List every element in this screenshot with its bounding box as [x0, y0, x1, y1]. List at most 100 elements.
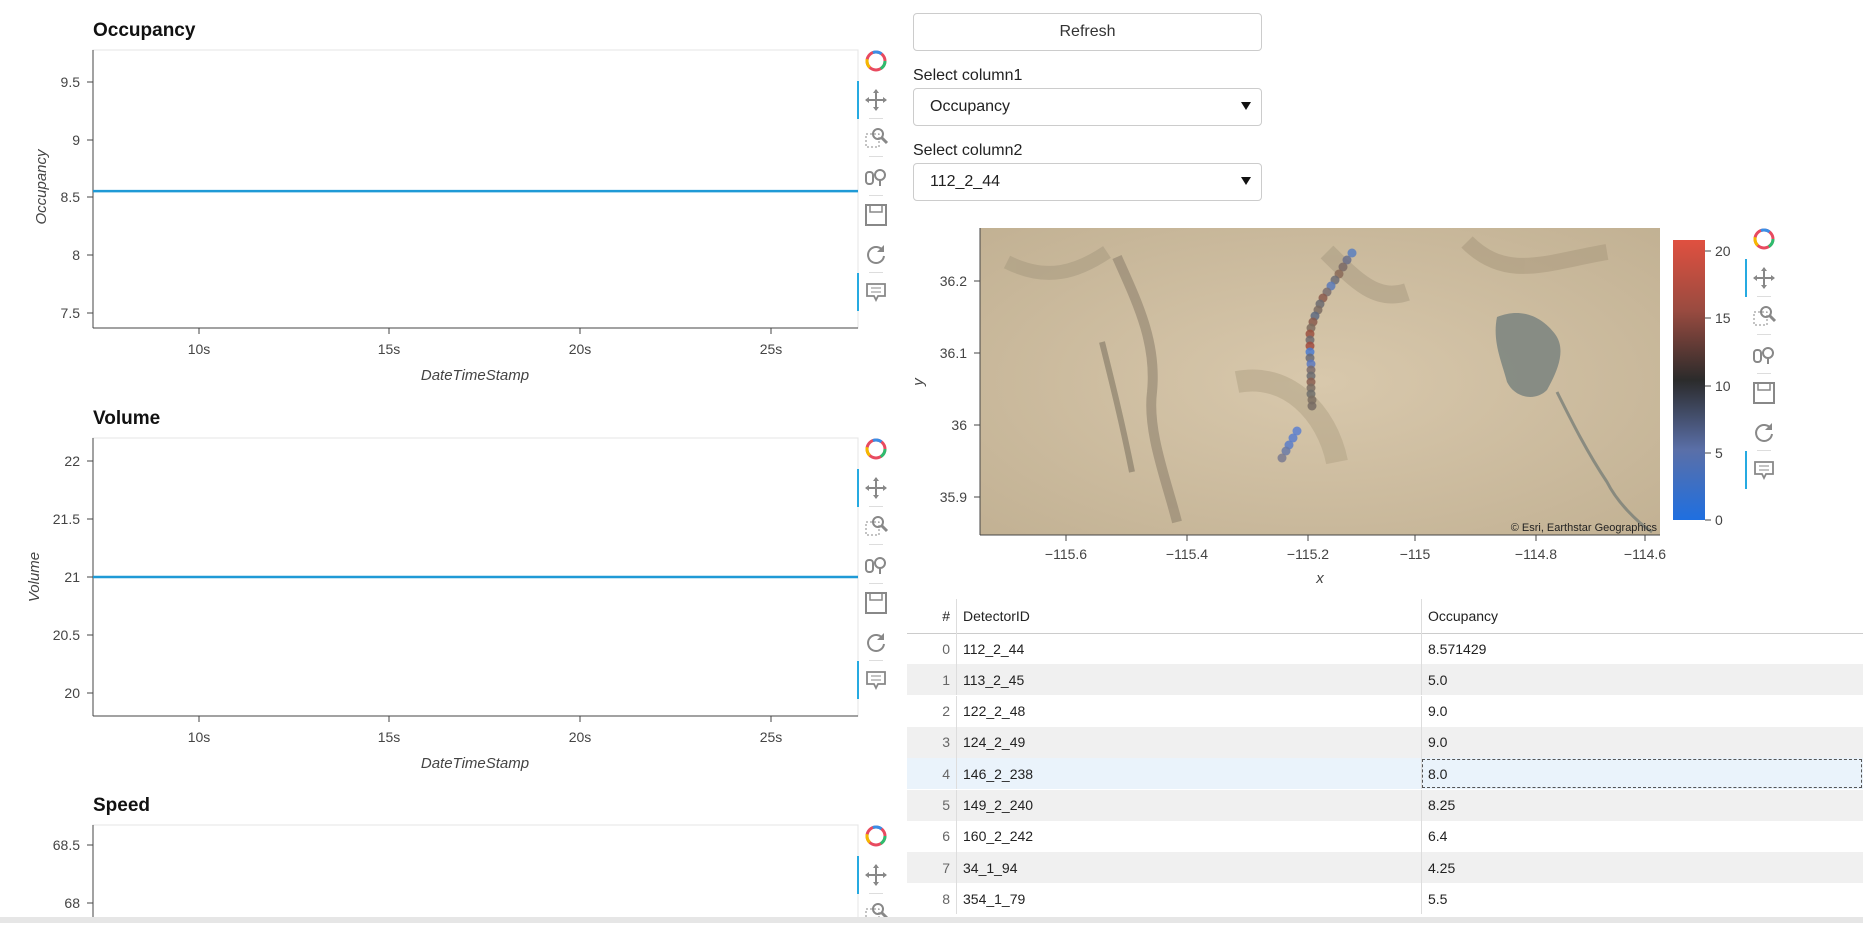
- y-ticks: 68.5 68: [53, 837, 93, 911]
- row-occupancy[interactable]: 6.4: [1421, 820, 1863, 852]
- horizontal-scrollbar[interactable]: [0, 917, 1863, 923]
- row-occupancy[interactable]: 5.5: [1421, 883, 1863, 915]
- row-index[interactable]: 0: [942, 640, 950, 657]
- map-lake: [1495, 313, 1561, 397]
- x-ticks: 10s 15s 20s 25s: [188, 328, 783, 357]
- row-detectorid[interactable]: 149_2_240: [956, 789, 1421, 821]
- map-detector-point[interactable]: [1288, 433, 1298, 443]
- row-index[interactable]: 5: [942, 797, 950, 813]
- table-row[interactable]: 1 113_2_45 5.0: [907, 664, 1863, 696]
- wheel-zoom-icon[interactable]: [863, 552, 889, 578]
- map-detector-point[interactable]: [1307, 401, 1317, 411]
- y-tick-label: 20.5: [53, 627, 80, 643]
- pan-icon[interactable]: [863, 862, 889, 888]
- row-index[interactable]: 3: [942, 734, 950, 751]
- x-tick-label: 10s: [188, 729, 211, 745]
- row-index[interactable]: 1: [942, 671, 950, 688]
- wheel-zoom-icon[interactable]: [1751, 342, 1777, 368]
- x-tick-label: 20s: [569, 341, 592, 357]
- row-detectorid[interactable]: 113_2_45: [956, 664, 1421, 696]
- row-occupancy[interactable]: 8.0: [1421, 758, 1863, 790]
- table-row[interactable]: 6 160_2_242 6.4: [907, 820, 1863, 852]
- save-icon[interactable]: [1751, 380, 1777, 406]
- header-index[interactable]: #: [942, 608, 950, 624]
- wheel-zoom-icon[interactable]: [863, 164, 889, 190]
- table-row[interactable]: 4 146_2_238 8.0: [907, 758, 1863, 790]
- row-occupancy[interactable]: 4.25: [1421, 852, 1863, 884]
- box-zoom-icon[interactable]: [863, 513, 889, 539]
- hover-icon[interactable]: [1751, 457, 1777, 483]
- row-occupancy[interactable]: 5.0: [1421, 664, 1863, 696]
- row-index[interactable]: 4: [942, 765, 950, 782]
- row-index[interactable]: 6: [942, 828, 950, 845]
- x-tick-label: 25s: [760, 341, 783, 357]
- reset-icon[interactable]: [863, 629, 889, 655]
- box-zoom-icon[interactable]: [1751, 303, 1777, 329]
- box-zoom-icon[interactable]: [863, 125, 889, 151]
- select-column1-label: Select column1: [913, 67, 1023, 84]
- map-detector-point[interactable]: [1347, 248, 1357, 258]
- speed-plot[interactable]: 68.5 68: [0, 820, 860, 917]
- row-index[interactable]: 7: [942, 859, 950, 876]
- hover-icon[interactable]: [863, 667, 889, 693]
- row-detectorid[interactable]: 160_2_242: [956, 820, 1421, 852]
- pan-icon[interactable]: [1751, 265, 1777, 291]
- bokeh-logo-icon[interactable]: [1751, 226, 1777, 252]
- y-ticks: 22 21.5 21 20.5 20: [53, 453, 93, 701]
- row-detectorid[interactable]: 124_2_49: [956, 726, 1421, 758]
- row-occupancy[interactable]: 8.571429: [1421, 633, 1863, 664]
- occupancy-plot[interactable]: 9.5 9 8.5 8 7.5 10s 15s 20s 25s DateTime…: [0, 45, 860, 390]
- map-plot[interactable]: © Esri, Earthstar Geographics 36.2 36.1 …: [907, 222, 1812, 592]
- row-occupancy[interactable]: 9.0: [1421, 726, 1863, 758]
- map-detector-point[interactable]: [1281, 446, 1291, 456]
- refresh-button[interactable]: Refresh: [913, 13, 1262, 51]
- map-detector-point[interactable]: [1277, 453, 1287, 463]
- bokeh-logo-icon[interactable]: [863, 48, 889, 74]
- header-detectorid[interactable]: DetectorID: [956, 599, 1421, 633]
- toolbar-separator: [869, 271, 883, 273]
- reset-icon[interactable]: [1751, 419, 1777, 445]
- table-row[interactable]: 2 122_2_48 9.0: [907, 695, 1863, 727]
- map-detector-point[interactable]: [1292, 426, 1302, 436]
- y-tick-label: 9.5: [61, 74, 81, 90]
- save-icon[interactable]: [863, 202, 889, 228]
- active-tool-indicator: [857, 855, 859, 894]
- row-detectorid[interactable]: 34_1_94: [956, 852, 1421, 884]
- map-detector-point[interactable]: [1342, 255, 1352, 265]
- row-detectorid[interactable]: 122_2_48: [956, 695, 1421, 727]
- table-row[interactable]: 8 354_1_79 5.5: [907, 883, 1863, 915]
- x-tick-label: −114.8: [1515, 546, 1557, 562]
- table-row[interactable]: 3 124_2_49 9.0: [907, 726, 1863, 758]
- row-occupancy[interactable]: 8.25: [1421, 789, 1863, 821]
- save-icon[interactable]: [863, 590, 889, 616]
- row-detectorid[interactable]: 112_2_44: [956, 633, 1421, 664]
- volume-plot[interactable]: 22 21.5 21 20.5 20 10s 15s 20s 25s DateT…: [0, 433, 860, 778]
- y-tick-label: 35.9: [940, 489, 967, 505]
- table-row[interactable]: 7 34_1_94 4.25: [907, 852, 1863, 884]
- row-occupancy[interactable]: 9.0: [1421, 695, 1863, 727]
- toolbar-separator: [869, 582, 883, 584]
- reset-icon[interactable]: [863, 241, 889, 267]
- select-column2-value: 112_2_44: [930, 173, 1000, 190]
- pan-icon[interactable]: [863, 87, 889, 113]
- y-tick-label: 7.5: [61, 305, 81, 321]
- x-tick-label: 15s: [378, 729, 401, 745]
- select-column1-dropdown[interactable]: Occupancy: [913, 88, 1262, 126]
- plot-title-speed: Speed: [93, 795, 151, 816]
- table-row[interactable]: 0 112_2_44 8.571429: [907, 633, 1863, 664]
- toolbar-separator: [869, 659, 883, 661]
- select-column2-dropdown[interactable]: 112_2_44: [913, 163, 1262, 201]
- bokeh-logo-icon[interactable]: [863, 823, 889, 849]
- header-occupancy[interactable]: Occupancy: [1421, 599, 1863, 633]
- hover-icon[interactable]: [863, 279, 889, 305]
- pan-icon[interactable]: [863, 475, 889, 501]
- row-detectorid[interactable]: 146_2_238: [956, 758, 1421, 790]
- toolbar-separator: [869, 156, 883, 157]
- row-detectorid[interactable]: 354_1_79: [956, 883, 1421, 915]
- row-index[interactable]: 8: [942, 890, 950, 907]
- bokeh-logo-icon[interactable]: [863, 436, 889, 462]
- colorbar: [1673, 240, 1705, 520]
- map-detector-point[interactable]: [1338, 262, 1348, 272]
- table-row[interactable]: 5 149_2_240 8.25: [907, 789, 1863, 821]
- row-index[interactable]: 2: [942, 703, 950, 720]
